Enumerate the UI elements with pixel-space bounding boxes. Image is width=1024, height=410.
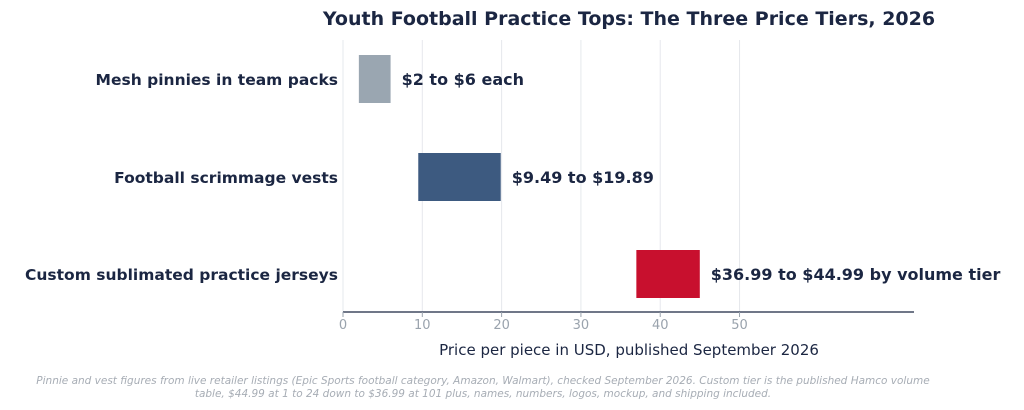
x-tick-label: 30 <box>573 318 590 333</box>
chart-title: Youth Football Practice Tops: The Three … <box>322 8 935 30</box>
footnote-line-1: Pinnie and vest figures from live retail… <box>36 375 930 387</box>
price-tier-chart: Youth Football Practice Tops: The Three … <box>25 8 1001 359</box>
range-label-3: $36.99 to $44.99 by volume tier <box>711 265 1001 284</box>
x-tick-label: 10 <box>414 318 431 333</box>
x-tick-label: 40 <box>652 318 669 333</box>
range-bars <box>358 55 700 298</box>
range-bar-3 <box>636 250 700 298</box>
x-tick-label: 20 <box>493 318 510 333</box>
range-label-2: $9.49 to $19.89 <box>512 168 654 187</box>
category-labels: Mesh pinnies in team packs Football scrim… <box>25 71 338 284</box>
category-label-1: Mesh pinnies in team packs <box>96 71 338 89</box>
x-axis-ticks: 0 10 20 30 40 50 <box>339 312 748 333</box>
category-label-2: Football scrimmage vests <box>114 169 338 187</box>
footnote-line-2: table, $44.99 at 1 to 24 down to $36.99 … <box>194 387 772 400</box>
category-label-3: Custom sublimated practice jerseys <box>25 266 338 284</box>
source-footnote: Pinnie and vest figures from live retail… <box>0 375 966 400</box>
range-labels: $2 to $6 each $9.49 to $19.89 $36.99 to $4… <box>402 70 1001 284</box>
x-axis-label: Price per piece in USD, published Septem… <box>439 341 819 359</box>
x-tick-label: 0 <box>339 318 347 333</box>
x-tick-label: 50 <box>731 318 748 333</box>
gridlines <box>342 40 741 312</box>
range-label-1: $2 to $6 each <box>402 70 524 89</box>
range-bar-2 <box>418 153 501 201</box>
range-bar-1 <box>358 55 391 103</box>
